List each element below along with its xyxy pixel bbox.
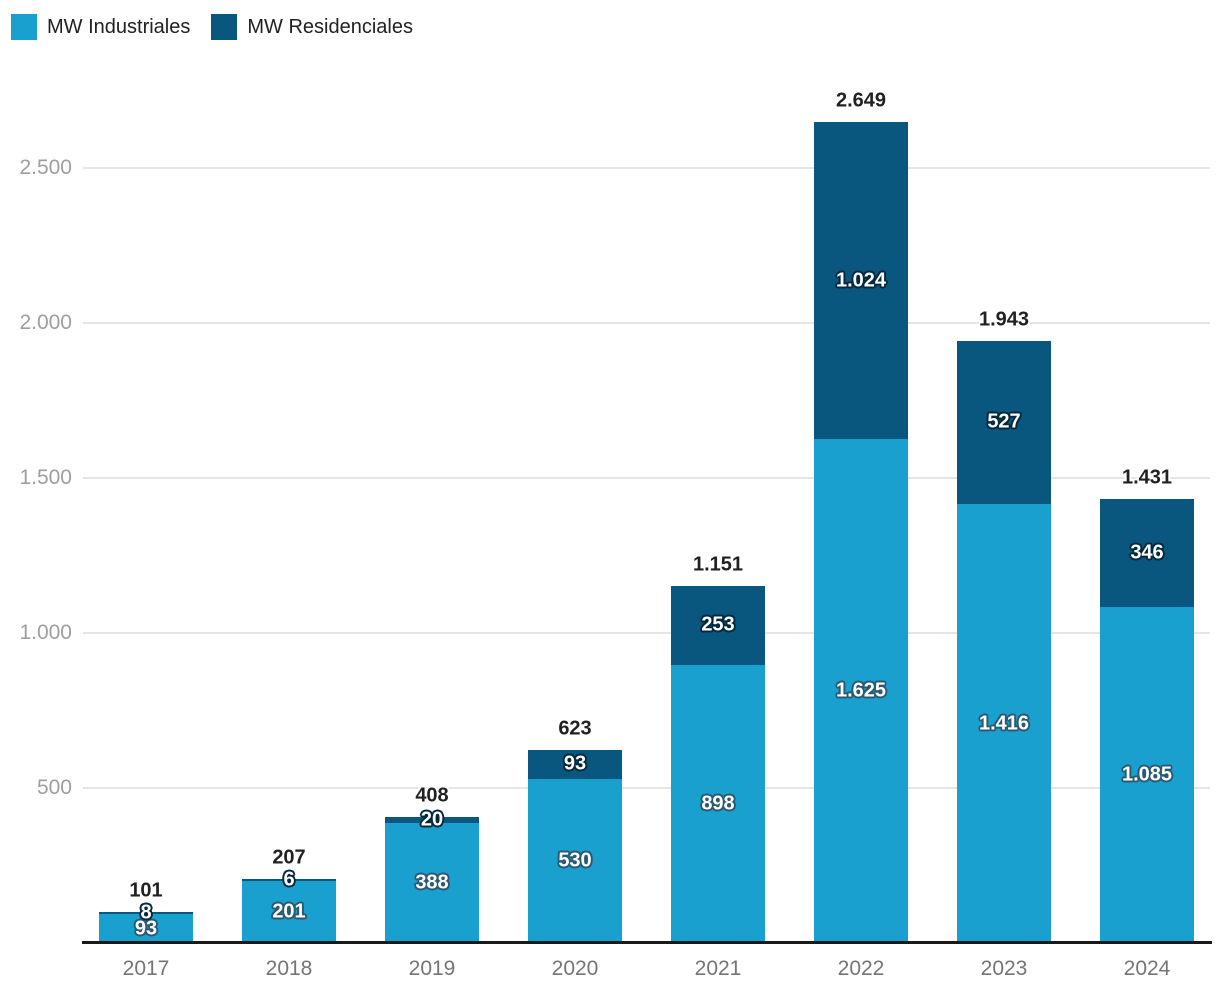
bar-2018-industriales[interactable] (242, 880, 336, 943)
legend-item-industriales: MW Industriales (11, 14, 190, 40)
x-axis-tick-label: 2021 (694, 957, 742, 980)
bar-segment-value-label: 93 (563, 752, 587, 775)
bar-segment-value-label: 1.085 (1121, 763, 1173, 786)
x-axis-tick-label: 2017 (122, 957, 170, 980)
bar-total-label: 2.649 (835, 89, 887, 112)
x-axis-tick-label: 2019 (408, 957, 456, 980)
bar-2023-industriales[interactable] (957, 504, 1051, 943)
bar-segment-value-label: 1.024 (835, 269, 887, 292)
y-axis-tick-label: 1.000 (19, 621, 72, 644)
x-axis-tick-label: 2024 (1123, 957, 1171, 980)
bar-2019-industriales[interactable] (385, 822, 479, 943)
bar-total-label: 1.943 (978, 308, 1030, 331)
bar-2020-industriales[interactable] (528, 778, 622, 943)
y-axis-tick-label: 2.000 (19, 311, 72, 334)
gridline (83, 477, 1210, 479)
gridline (83, 632, 1210, 634)
bar-2024-residenciales[interactable] (1100, 499, 1194, 607)
gridline (83, 787, 1210, 789)
bar-2018-residenciales[interactable] (242, 878, 336, 881)
gridline (83, 322, 1210, 324)
bar-2019-residenciales[interactable] (385, 816, 479, 823)
bar-2024-industriales[interactable] (1100, 606, 1194, 943)
bar-2021-residenciales[interactable] (671, 586, 765, 665)
legend-label-residenciales: MW Residenciales (247, 15, 413, 38)
bar-segment-value-label: 20 (420, 808, 444, 831)
x-axis-tick-label: 2018 (265, 957, 313, 980)
bar-total-label: 1.431 (1121, 466, 1173, 489)
gridline (83, 167, 1210, 169)
bar-2017-industriales[interactable] (99, 914, 193, 943)
legend-label-industriales: MW Industriales (47, 15, 191, 38)
bar-segment-value-label: 93 (134, 917, 158, 940)
bar-segment-value-label: 388 (415, 871, 449, 894)
bar-segment-value-label: 6 (283, 868, 295, 891)
bar-segment-value-label: 253 (701, 613, 735, 636)
bar-2020-residenciales[interactable] (528, 749, 622, 779)
y-axis-tick-label: 2.500 (19, 156, 72, 179)
bar-segment-value-label: 527 (987, 410, 1021, 433)
bar-segment-value-label: 346 (1130, 541, 1164, 564)
bar-segment-value-label: 1.416 (978, 712, 1030, 735)
x-axis-tick-label: 2022 (837, 957, 885, 980)
bar-segment-value-label: 530 (558, 849, 592, 872)
x-axis-line (82, 941, 1212, 944)
bar-segment-value-label: 1.625 (835, 679, 887, 702)
bar-total-label: 207 (272, 846, 306, 869)
legend-swatch-industriales-icon (11, 14, 37, 40)
legend-swatch-residenciales-icon (211, 14, 238, 40)
y-axis-tick-label: 500 (36, 776, 72, 799)
bar-2022-industriales[interactable] (814, 439, 908, 943)
bar-2017-residenciales[interactable] (99, 911, 193, 915)
x-axis-tick-label: 2023 (980, 957, 1028, 980)
bar-total-label: 101 (129, 879, 163, 902)
legend: MW Industriales MW Residenciales (11, 14, 413, 40)
bar-2021-industriales[interactable] (671, 664, 765, 943)
x-axis-tick-label: 2020 (551, 957, 599, 980)
bar-total-label: 408 (415, 784, 449, 807)
bar-segment-value-label: 201 (272, 900, 306, 923)
y-axis-tick-label: 1.500 (19, 466, 72, 489)
bar-segment-value-label: 8 (140, 901, 152, 924)
bar-total-label: 1.151 (692, 553, 744, 576)
legend-item-residenciales: MW Residenciales (211, 14, 413, 40)
bar-2023-residenciales[interactable] (957, 340, 1051, 505)
bar-segment-value-label: 898 (701, 792, 735, 815)
bar-2022-residenciales[interactable] (814, 121, 908, 440)
bar-total-label: 623 (558, 717, 592, 740)
